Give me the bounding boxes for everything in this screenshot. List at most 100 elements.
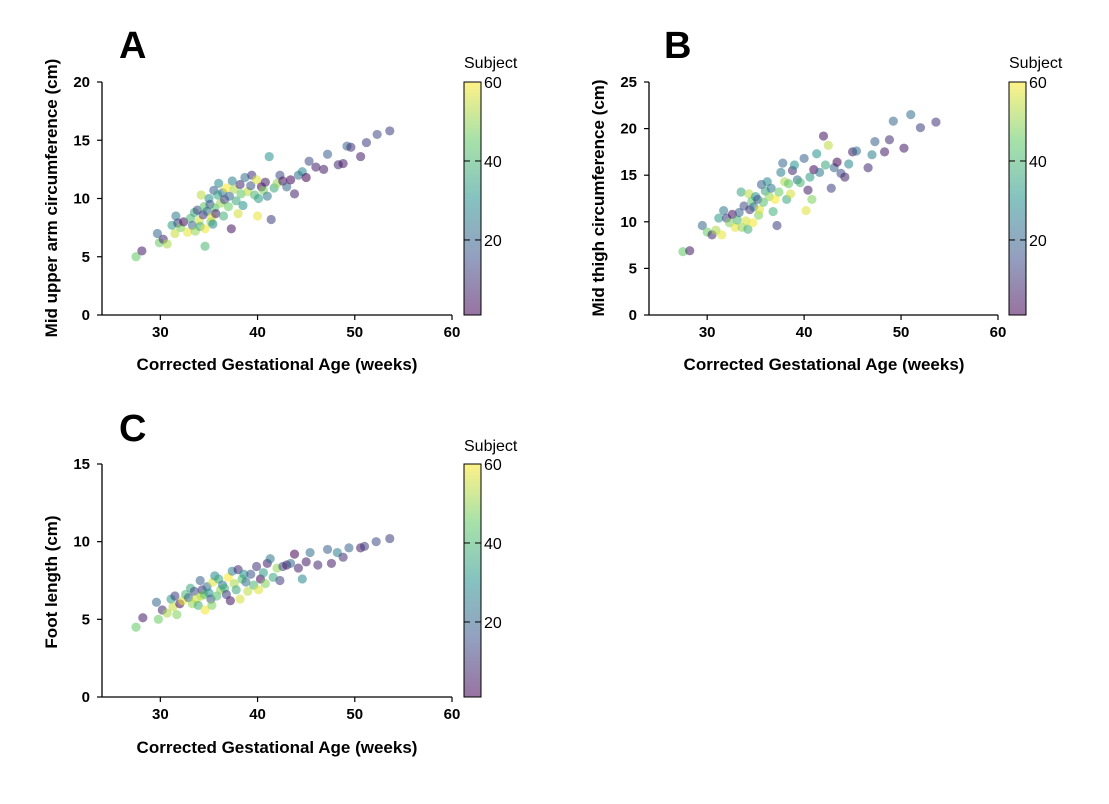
- colorbar: 20 40 60: [463, 457, 502, 698]
- data-point: [851, 146, 862, 156]
- colorbar-title: Subject: [464, 55, 518, 72]
- data-point: [179, 217, 189, 227]
- data-point: [313, 560, 323, 570]
- y-tick-label: 20: [73, 74, 90, 91]
- x-axis-title: Corrected Gestational Age (weeks): [137, 738, 418, 757]
- y-tick-label: 0: [82, 689, 90, 706]
- data-point: [685, 246, 695, 256]
- colorbar-title: Subject: [1009, 55, 1063, 72]
- data-point: [200, 605, 210, 615]
- data-point: [252, 211, 263, 221]
- data-point: [227, 176, 237, 186]
- data-point: [264, 151, 274, 162]
- data-point: [225, 596, 235, 606]
- data-point: [867, 150, 877, 160]
- data-point: [768, 206, 778, 217]
- data-point: [344, 543, 354, 553]
- data-point: [275, 575, 285, 586]
- data-point: [820, 160, 831, 170]
- data-point: [799, 153, 809, 164]
- colorbar: 20 40 60: [463, 75, 502, 316]
- data-point: [840, 172, 850, 182]
- data-point: [884, 135, 895, 145]
- colorbar-gradient: [463, 81, 482, 316]
- y-tick-label: 0: [82, 307, 90, 324]
- y-axis-title: Mid thigh circumference (cm): [589, 79, 608, 316]
- data-point: [906, 110, 916, 120]
- data-point: [678, 247, 688, 257]
- y-axis-title: Foot length (cm): [42, 515, 61, 648]
- data-point: [221, 183, 232, 193]
- colorbar-tick-label: 20: [484, 615, 502, 632]
- x-tick-label: 60: [444, 706, 461, 723]
- data-point: [322, 544, 333, 555]
- colorbar-gradient: [1008, 81, 1027, 316]
- data-point: [286, 558, 296, 569]
- data-point: [778, 158, 788, 168]
- data-point: [251, 175, 262, 185]
- data-point: [239, 569, 249, 579]
- x-tick-label: 30: [152, 706, 169, 723]
- data-point: [301, 557, 311, 567]
- x-tick-label: 30: [699, 324, 716, 341]
- colorbar-tick-label: 40: [484, 154, 502, 171]
- data-point: [305, 547, 315, 558]
- data-point: [338, 158, 348, 169]
- data-point: [286, 175, 296, 185]
- data-point: [137, 246, 147, 256]
- scatter-points: [678, 110, 941, 257]
- data-point: [776, 167, 786, 178]
- data-point: [322, 149, 333, 159]
- data-point: [253, 585, 264, 595]
- data-point: [153, 614, 163, 624]
- data-point: [241, 577, 251, 587]
- data-point: [262, 191, 272, 201]
- scatter-points: [131, 533, 395, 632]
- data-point: [282, 182, 292, 192]
- data-point: [297, 574, 307, 584]
- data-point: [899, 143, 909, 153]
- data-point: [266, 214, 276, 225]
- data-point: [151, 597, 162, 607]
- data-point: [214, 178, 224, 188]
- scatter-points: [131, 126, 395, 262]
- y-tick-label: 10: [73, 534, 90, 551]
- colorbar-tick-label: 60: [484, 75, 502, 92]
- y-tick-label: 20: [620, 121, 637, 138]
- data-point: [246, 569, 256, 579]
- data-point: [879, 147, 890, 157]
- data-point: [218, 211, 229, 221]
- y-tick-label: 10: [620, 214, 637, 231]
- panel-letter-a: A: [119, 25, 146, 67]
- data-point: [195, 575, 205, 586]
- data-point: [224, 191, 234, 201]
- panel-letter-c: C: [119, 408, 146, 450]
- data-point: [732, 215, 742, 225]
- data-point: [714, 213, 724, 223]
- axes: 30 40 50 60 0 5 10 15: [73, 456, 460, 723]
- data-point: [289, 189, 300, 199]
- data-point: [770, 194, 780, 205]
- x-tick-label: 60: [444, 324, 461, 341]
- data-point: [207, 600, 217, 610]
- data-point: [304, 156, 314, 166]
- data-point: [826, 183, 836, 193]
- data-point: [253, 193, 264, 204]
- y-tick-label: 5: [82, 611, 90, 628]
- data-point: [748, 218, 758, 228]
- data-point: [170, 228, 180, 239]
- data-point: [844, 159, 854, 169]
- data-point: [182, 227, 193, 237]
- data-point: [832, 157, 842, 167]
- data-point: [162, 608, 172, 618]
- colorbar-gradient: [463, 463, 482, 698]
- x-tick-label: 30: [152, 324, 169, 341]
- y-tick-label: 5: [82, 249, 90, 266]
- data-point: [758, 197, 768, 207]
- data-point: [717, 230, 727, 240]
- colorbar: 20 40 60: [1008, 75, 1047, 316]
- data-point: [743, 224, 753, 234]
- data-point: [172, 610, 182, 620]
- data-point: [385, 126, 395, 136]
- data-point: [208, 219, 218, 229]
